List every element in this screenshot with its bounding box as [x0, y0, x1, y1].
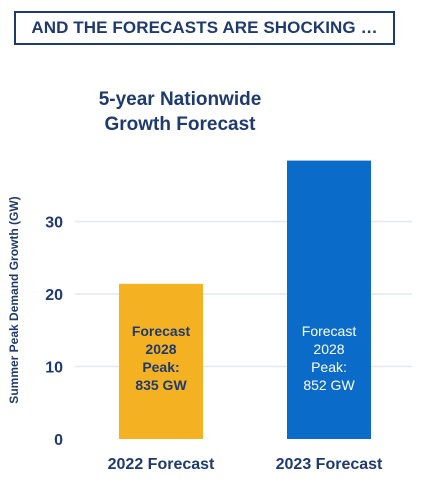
bar-data-label: 852 GW — [303, 377, 355, 393]
bar-data-label: Peak: — [311, 359, 347, 375]
bar-2023-forecast — [287, 160, 371, 439]
bar-2022-forecast — [119, 283, 203, 439]
y-tick-label: 20 — [45, 287, 63, 304]
headline-banner: AND THE FORECASTS ARE SHOCKING … — [14, 11, 395, 45]
y-tick-label: 10 — [45, 360, 63, 377]
chart-title: 5-year Nationwide Growth Forecast — [98, 89, 262, 135]
bar-data-label: Forecast — [302, 323, 357, 339]
bar-data-label: Peak: — [142, 359, 179, 375]
x-category-label: 2023 Forecast — [276, 456, 383, 473]
y-tick-label: 30 — [45, 215, 63, 232]
bar-data-label: 2028 — [145, 341, 176, 357]
y-tick-label: 0 — [54, 432, 63, 449]
x-category-label: 2022 Forecast — [108, 456, 215, 473]
bar-data-label: 2028 — [313, 341, 344, 357]
bar-data-label: 835 GW — [135, 377, 187, 393]
bar-data-label: Forecast — [132, 323, 191, 339]
